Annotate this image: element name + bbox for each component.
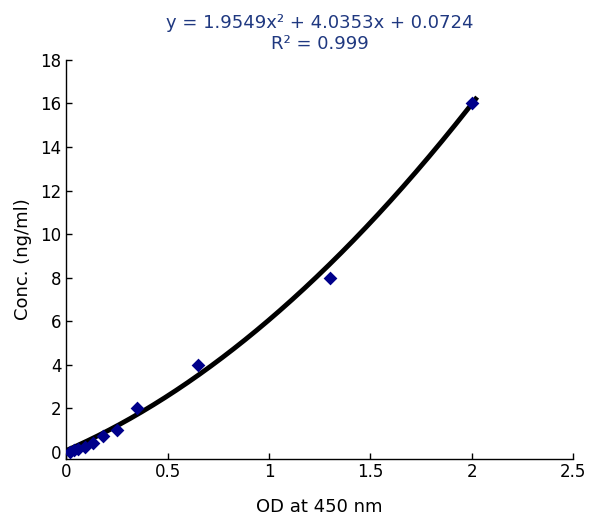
Point bbox=[65, 448, 75, 456]
Point bbox=[98, 431, 107, 440]
Point bbox=[112, 426, 122, 435]
Point bbox=[88, 439, 97, 447]
Y-axis label: Conc. (ng/ml): Conc. (ng/ml) bbox=[14, 198, 32, 320]
Point bbox=[70, 446, 79, 454]
Point bbox=[467, 99, 476, 108]
Point bbox=[325, 273, 335, 282]
Point bbox=[80, 443, 89, 451]
Title: y = 1.9549x² + 4.0353x + 0.0724
R² = 0.999: y = 1.9549x² + 4.0353x + 0.0724 R² = 0.9… bbox=[166, 14, 473, 52]
Point bbox=[193, 360, 203, 369]
X-axis label: OD at 450 nm: OD at 450 nm bbox=[256, 498, 383, 516]
Point bbox=[74, 445, 83, 453]
Point bbox=[133, 404, 142, 413]
